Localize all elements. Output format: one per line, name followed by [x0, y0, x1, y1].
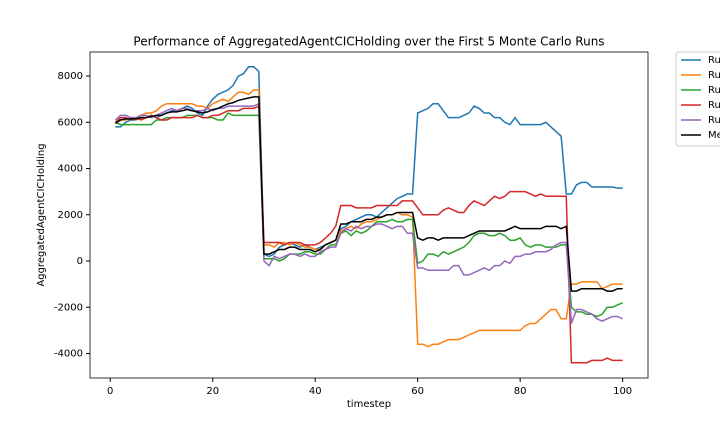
- series-line: [114, 96, 623, 292]
- series-line: [115, 66, 623, 258]
- y-tick-label: 4000: [58, 164, 83, 175]
- x-tick-label: 40: [309, 386, 322, 397]
- x-tick-label: 80: [514, 386, 527, 397]
- plot-area: [114, 66, 623, 364]
- legend-label: Ru: [708, 100, 720, 111]
- x-tick-label: 100: [613, 386, 632, 397]
- x-tick-label: 60: [411, 386, 424, 397]
- legend-label: Ru: [708, 85, 720, 96]
- legend-label: Me: [708, 130, 720, 141]
- y-tick-label: 6000: [58, 117, 83, 128]
- x-tick-label: 0: [107, 386, 113, 397]
- y-tick-label: -4000: [54, 348, 83, 359]
- y-tick-label: 0: [77, 256, 83, 267]
- chart-title: Performance of AggregatedAgentCICHolding…: [133, 35, 604, 49]
- series-line: [114, 102, 623, 324]
- y-tick-label: 8000: [58, 71, 83, 82]
- series-line: [115, 89, 623, 348]
- series-line: [114, 104, 623, 364]
- x-tick-label: 20: [206, 386, 219, 397]
- legend-label: Ru: [708, 115, 720, 126]
- y-axis-label: AggregatedAgentCICHolding: [36, 143, 47, 286]
- y-tick-label: 2000: [58, 210, 83, 221]
- legend-label: Ru: [708, 70, 720, 81]
- x-axis-label: timestep: [347, 399, 391, 410]
- y-tick-label: -2000: [54, 302, 83, 313]
- legend-label: Ru: [708, 55, 720, 66]
